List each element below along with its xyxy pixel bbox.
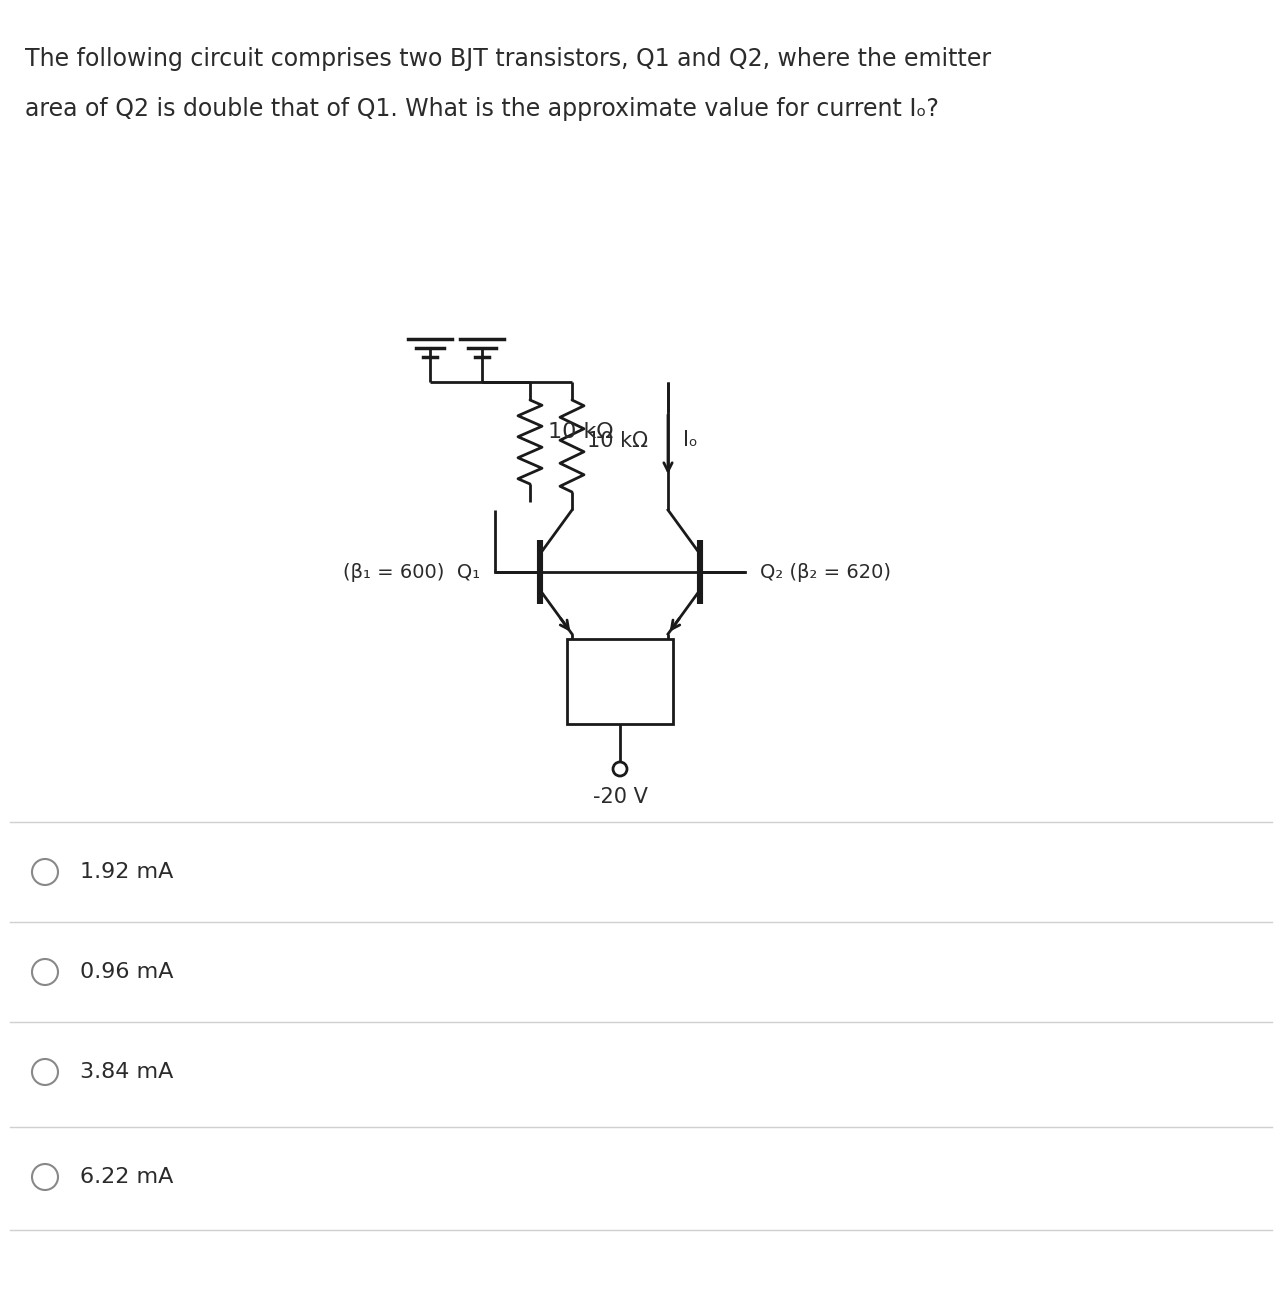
Text: 6.22 mA: 6.22 mA [79,1167,173,1187]
Text: 0.96 mA: 0.96 mA [79,962,173,982]
Circle shape [32,859,58,885]
Text: 3.84 mA: 3.84 mA [79,1062,173,1082]
Text: -20 V: -20 V [592,786,647,807]
Text: The following circuit comprises two BJT transistors, Q1 and Q2, where the emitte: The following circuit comprises two BJT … [26,47,991,72]
Circle shape [32,1059,58,1085]
Text: 1.92 mA: 1.92 mA [79,862,173,881]
Circle shape [32,960,58,986]
Text: Q₂ (β₂ = 620): Q₂ (β₂ = 620) [760,562,891,582]
Text: Iₒ: Iₒ [683,430,697,449]
Circle shape [613,762,627,776]
Text: area of Q2 is double that of Q1. What is the approximate value for current Iₒ?: area of Q2 is double that of Q1. What is… [26,98,938,121]
Text: 10 kΩ: 10 kΩ [547,422,613,441]
Text: 10 kΩ: 10 kΩ [587,431,647,450]
Circle shape [32,1164,58,1190]
Text: (β₁ = 600)  Q₁: (β₁ = 600) Q₁ [342,562,479,582]
Bar [567,639,673,724]
